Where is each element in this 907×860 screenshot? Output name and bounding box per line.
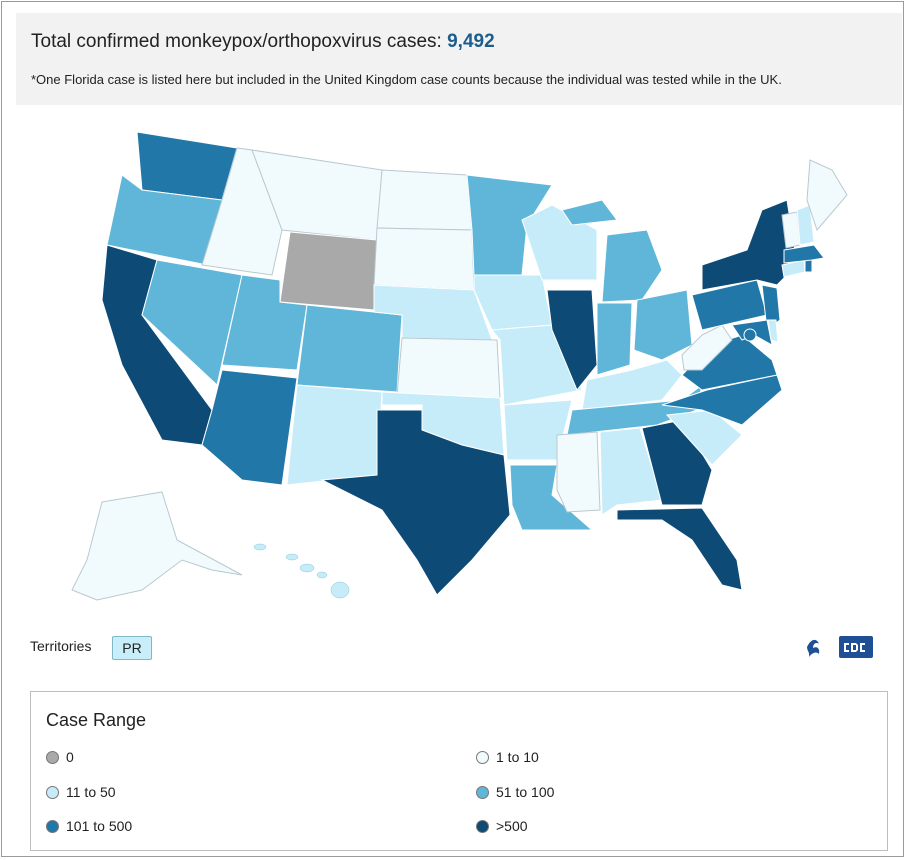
legend-label: 1 to 10 [496, 749, 539, 765]
state-NV[interactable] [141, 259, 243, 386]
state-CO[interactable] [296, 304, 403, 393]
legend-item-1-10[interactable]: 1 to 10 [476, 749, 539, 765]
us-map-svg [71, 131, 848, 601]
us-choropleth-map [42, 120, 872, 615]
state-MS[interactable] [556, 431, 601, 513]
state-AK[interactable] [71, 491, 243, 601]
territory-pr[interactable]: PR [112, 636, 152, 660]
total-cases-count: 9,492 [447, 31, 495, 52]
state-DC[interactable] [743, 328, 757, 342]
total-cases-label: Total confirmed monkeypox/orthopoxvirus … [31, 31, 442, 52]
state-WV[interactable] [681, 324, 733, 371]
state-SC[interactable] [665, 409, 743, 466]
state-MI[interactable] [561, 199, 663, 303]
legend-label: 0 [66, 749, 74, 765]
state-FL[interactable] [616, 507, 743, 591]
legend-item-over-500[interactable]: >500 [476, 818, 528, 834]
state-NM[interactable] [286, 384, 383, 486]
state-ND[interactable] [376, 169, 473, 231]
legend-swatch [476, 819, 489, 833]
state-WY[interactable] [279, 231, 378, 311]
state-SD[interactable] [373, 227, 475, 291]
state-ME[interactable] [806, 159, 848, 231]
summary-header: Total confirmed monkeypox/orthopoxvirus … [16, 13, 902, 105]
state-RI[interactable] [804, 259, 813, 273]
state-TX[interactable] [320, 409, 511, 596]
territories-label: Territories [30, 638, 92, 654]
legend-label: >500 [496, 818, 528, 834]
total-cases-title: Total confirmed monkeypox/orthopoxvirus … [31, 31, 495, 53]
state-AL[interactable] [599, 427, 663, 516]
state-IN[interactable] [596, 302, 633, 376]
legend-swatch [476, 785, 489, 799]
state-NH[interactable] [796, 204, 815, 246]
legend-title: Case Range [46, 710, 147, 730]
state-DE[interactable] [767, 319, 779, 343]
case-range-legend: Case Range 0 1 to 10 11 to 50 51 to 100 … [30, 691, 888, 851]
legend-label: 101 to 500 [66, 818, 133, 834]
state-NY[interactable] [701, 199, 798, 291]
legend-swatch [46, 785, 59, 799]
state-HI[interactable] [253, 543, 350, 599]
legend-label: 11 to 50 [66, 784, 116, 800]
legend-label: 51 to 100 [496, 784, 555, 800]
cdc-logo [805, 632, 875, 662]
state-IL[interactable] [546, 289, 598, 391]
legend-swatch [46, 750, 59, 764]
state-NJ[interactable] [761, 284, 781, 331]
legend-item-11-50[interactable]: 11 to 50 [46, 784, 116, 800]
legend-swatch [46, 819, 59, 833]
state-AZ[interactable] [201, 369, 298, 486]
legend-item-101-500[interactable]: 101 to 500 [46, 818, 132, 834]
legend-item-zero[interactable]: 0 [46, 749, 74, 765]
legend-item-51-100[interactable]: 51 to 100 [476, 784, 554, 800]
state-WA[interactable] [136, 131, 238, 201]
state-MA[interactable] [783, 244, 825, 264]
state-NC[interactable] [661, 374, 783, 426]
legend-swatch [476, 750, 489, 764]
florida-footnote: *One Florida case is listed here but inc… [31, 72, 782, 87]
state-OH[interactable] [633, 289, 693, 361]
state-KS[interactable] [396, 337, 501, 399]
